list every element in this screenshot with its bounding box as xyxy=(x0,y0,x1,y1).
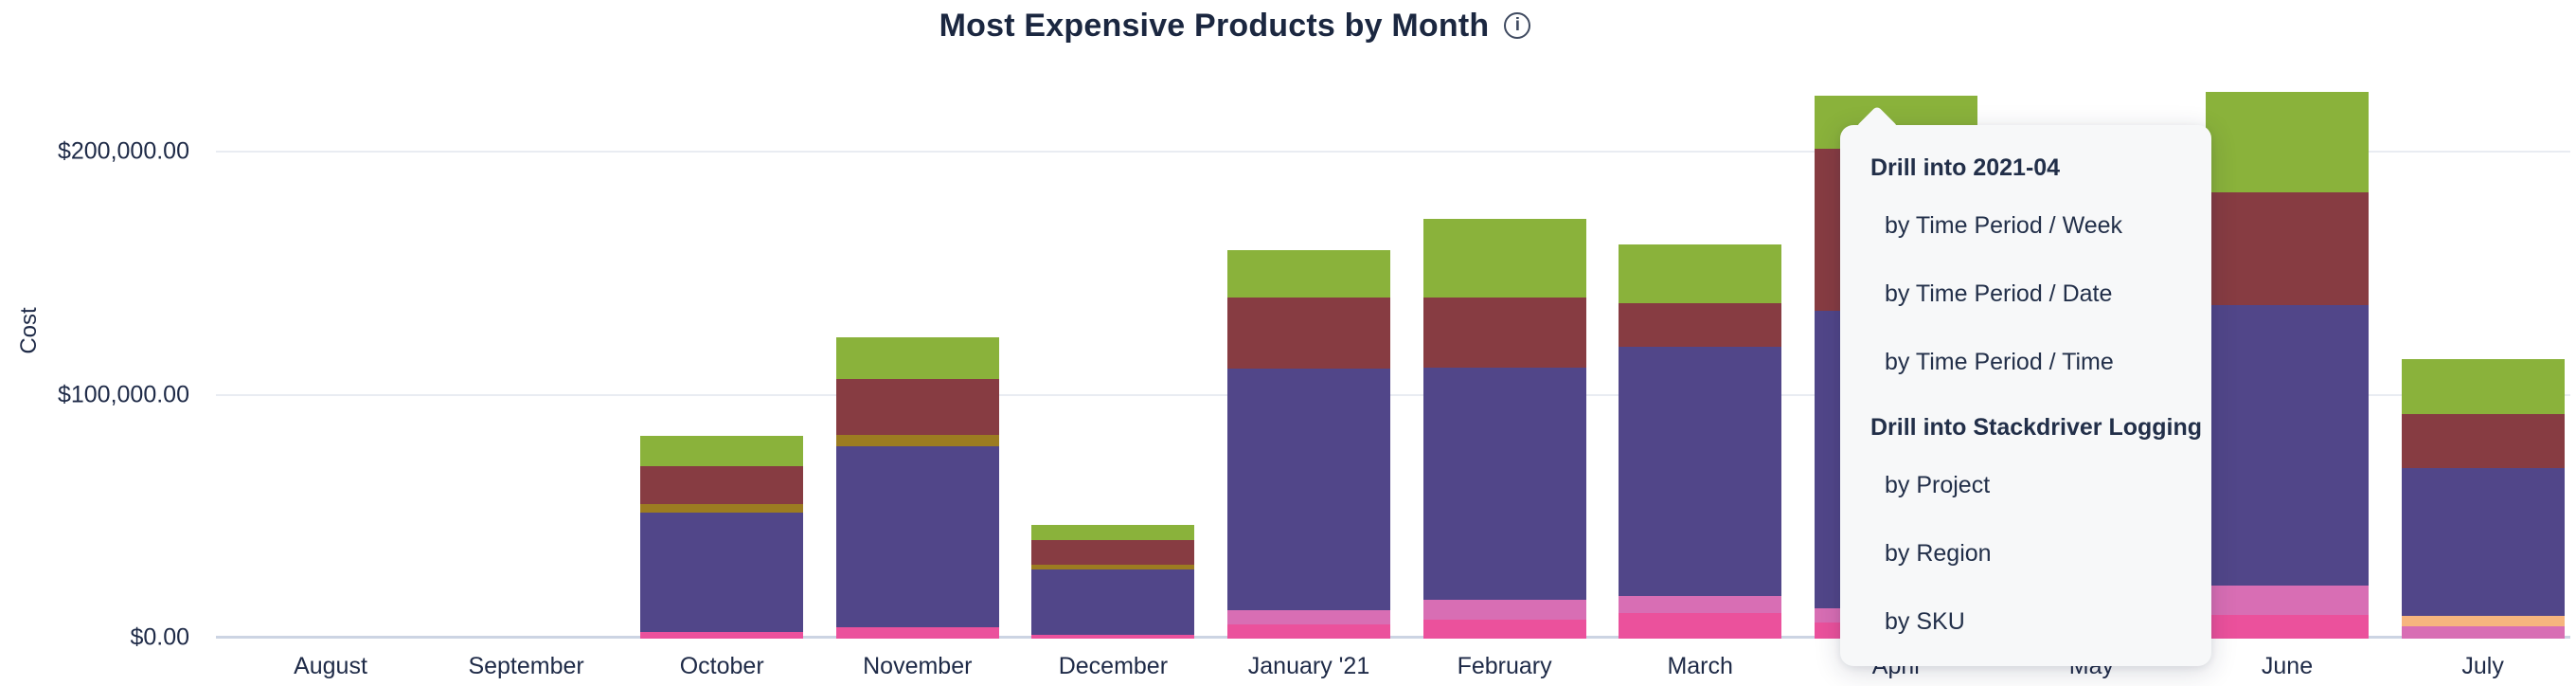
bar-segment-october-green[interactable] xyxy=(640,435,804,466)
bar-segment-october-pink[interactable] xyxy=(640,632,804,639)
bar-segment-february-maroon[interactable] xyxy=(1422,297,1586,369)
bar-segment-july-purple[interactable] xyxy=(2401,467,2565,616)
bar-segment-november-purple[interactable] xyxy=(835,445,999,627)
bar-segment-october-olive[interactable] xyxy=(640,503,804,513)
chart-header: Most Expensive Products by Month i xyxy=(0,2,2523,49)
x-label-september: September xyxy=(468,653,584,679)
bar-segment-january-21-pink[interactable] xyxy=(1227,624,1390,639)
menu-item-by-region[interactable]: by Region xyxy=(1885,539,1992,567)
bar-segment-march-pink[interactable] xyxy=(1619,613,1782,639)
bar-segment-july-orange[interactable] xyxy=(2401,615,2565,626)
x-label-august: August xyxy=(294,653,367,679)
bar-segment-february-green[interactable] xyxy=(1422,218,1586,298)
bar-segment-june-purple[interactable] xyxy=(2206,305,2369,587)
menu-item-by-time-period-date[interactable]: by Time Period / Date xyxy=(1885,280,2113,307)
bar-segment-june-green[interactable] xyxy=(2206,92,2369,193)
bar-segment-july-green[interactable] xyxy=(2401,359,2565,414)
bar-segment-february-light_pink[interactable] xyxy=(1422,599,1586,620)
menu-item-by-time-period-week[interactable]: by Time Period / Week xyxy=(1885,211,2123,239)
bar-segment-december-green[interactable] xyxy=(1031,524,1195,540)
bar-segment-october-maroon[interactable] xyxy=(640,465,804,504)
bar-segment-march-maroon[interactable] xyxy=(1619,303,1782,348)
menu-item-by-project[interactable]: by Project xyxy=(1885,471,1991,498)
menu-item-by-time-period-time[interactable]: by Time Period / Time xyxy=(1885,348,2114,375)
bar-segment-january-21-light_pink[interactable] xyxy=(1227,610,1390,625)
bar-segment-february-purple[interactable] xyxy=(1422,368,1586,600)
info-icon[interactable]: i xyxy=(1504,12,1531,39)
x-label-january-21: January '21 xyxy=(1247,653,1370,679)
bar-segment-march-light_pink[interactable] xyxy=(1619,596,1782,614)
x-label-february: February xyxy=(1457,653,1552,679)
bar-segment-december-purple[interactable] xyxy=(1031,569,1195,635)
bar-segment-june-pink[interactable] xyxy=(2206,615,2369,639)
bar-segment-june-maroon[interactable] xyxy=(2206,192,2369,306)
menu-header-0: Drill into 2021-04 xyxy=(1870,153,2061,181)
bar-segment-march-green[interactable] xyxy=(1619,244,1782,304)
gridline xyxy=(216,393,2570,396)
bar-segment-july-maroon[interactable] xyxy=(2401,414,2565,468)
bar-segment-october-purple[interactable] xyxy=(640,512,804,633)
x-label-june: June xyxy=(2261,653,2314,679)
x-label-december: December xyxy=(1058,653,1169,679)
drill-context-menu: Drill into 2021-04 by Time Period / Week b… xyxy=(1840,105,2211,666)
bar-segment-november-maroon[interactable] xyxy=(835,378,999,435)
bar-segment-december-pink[interactable] xyxy=(1031,634,1195,639)
y-axis-title: Cost xyxy=(16,307,42,354)
bar-segment-november-green[interactable] xyxy=(835,336,999,379)
y-tick-100000: $100,000.00 xyxy=(57,381,189,407)
bar-segment-november-pink[interactable] xyxy=(835,626,999,639)
bar-segment-january-21-maroon[interactable] xyxy=(1227,298,1390,370)
chart-title: Most Expensive Products by Month xyxy=(939,7,1490,44)
y-tick-0: $0.00 xyxy=(130,623,189,651)
gridline xyxy=(216,151,2570,153)
bar-segment-december-olive[interactable] xyxy=(1031,564,1195,569)
bar-segment-november-olive[interactable] xyxy=(835,434,999,446)
x-label-march: March xyxy=(1667,653,1733,679)
x-label-november: November xyxy=(863,653,973,679)
x-axis-line xyxy=(216,636,2570,639)
x-label-october: October xyxy=(679,653,764,679)
bar-segment-january-21-purple[interactable] xyxy=(1227,369,1390,611)
y-tick-200000: $200,000.00 xyxy=(57,137,189,165)
bar-segment-july-light_pink[interactable] xyxy=(2401,625,2565,639)
bar-segment-february-pink[interactable] xyxy=(1422,620,1586,639)
x-label-july: July xyxy=(2461,653,2504,679)
bar-segment-june-light_pink[interactable] xyxy=(2206,586,2369,616)
bar-segment-december-maroon[interactable] xyxy=(1031,539,1195,565)
menu-item-by-sku[interactable]: by SKU xyxy=(1885,607,1965,635)
bar-segment-january-21-green[interactable] xyxy=(1227,250,1390,298)
bar-segment-march-purple[interactable] xyxy=(1619,347,1782,597)
menu-header-1: Drill into Stackdriver Logging xyxy=(1870,413,2203,441)
